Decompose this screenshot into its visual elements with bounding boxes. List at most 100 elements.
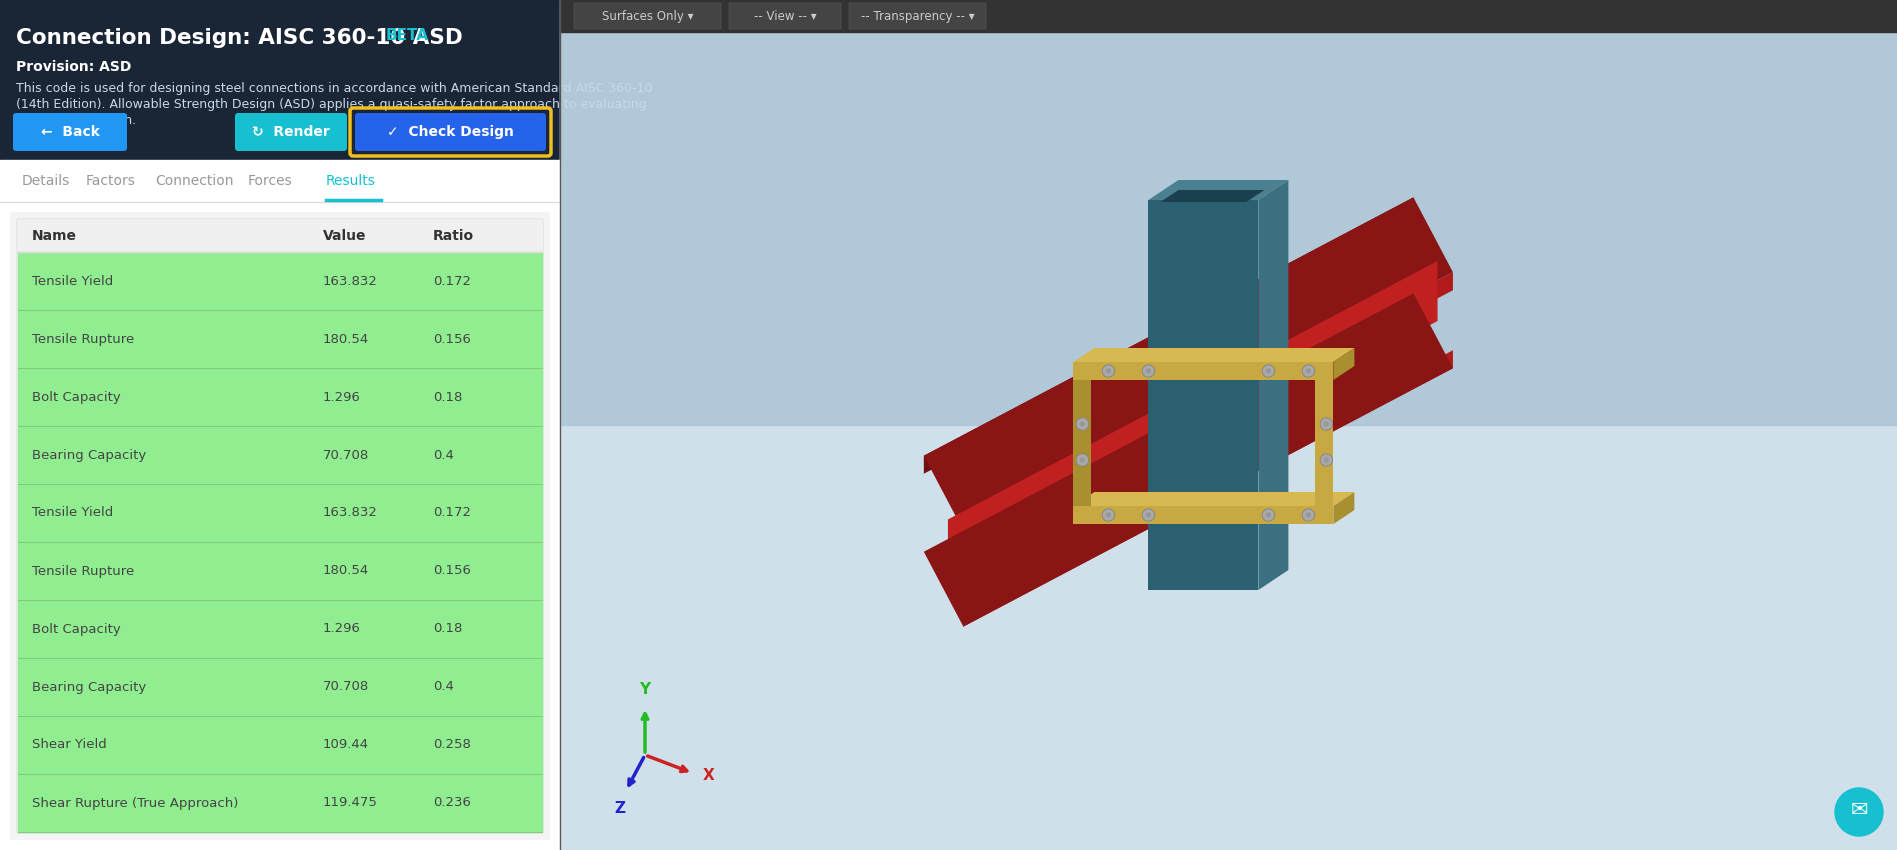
Text: ←  Back: ← Back [40, 125, 99, 139]
Polygon shape [1334, 492, 1354, 524]
Circle shape [1320, 418, 1332, 430]
Text: Tensile Yield: Tensile Yield [32, 275, 114, 287]
Bar [1074, 362, 1334, 380]
Circle shape [1834, 788, 1884, 836]
Text: Y: Y [639, 682, 651, 697]
Circle shape [1307, 513, 1311, 517]
Text: Bolt Capacity: Bolt Capacity [32, 390, 121, 404]
Text: 1.296: 1.296 [322, 390, 360, 404]
Text: Shear Rupture (True Approach): Shear Rupture (True Approach) [32, 796, 239, 809]
Circle shape [1144, 366, 1153, 376]
Circle shape [1322, 419, 1332, 429]
FancyBboxPatch shape [355, 113, 546, 151]
Bar [17, 252, 543, 310]
Circle shape [1076, 454, 1089, 466]
Circle shape [1144, 510, 1153, 520]
Text: 0.172: 0.172 [433, 507, 470, 519]
Text: 0.4: 0.4 [433, 449, 453, 462]
Text: Provision: ASD: Provision: ASD [15, 60, 131, 74]
Circle shape [1104, 366, 1114, 376]
Circle shape [1303, 510, 1313, 520]
Bar [560, 0, 1897, 850]
Text: Surfaces Only ▾: Surfaces Only ▾ [601, 9, 692, 22]
FancyBboxPatch shape [235, 113, 347, 151]
Circle shape [1303, 509, 1315, 521]
Text: (14th Edition). Allowable Strength Design (ASD) applies a quasi-safety factor ap: (14th Edition). Allowable Strength Desig… [15, 98, 647, 111]
Text: Bolt Capacity: Bolt Capacity [32, 622, 121, 636]
Circle shape [1320, 454, 1332, 466]
Text: 0.172: 0.172 [433, 275, 470, 287]
Text: 109.44: 109.44 [322, 739, 370, 751]
Circle shape [1267, 369, 1271, 373]
Text: -- View -- ▾: -- View -- ▾ [753, 9, 816, 22]
Text: 70.708: 70.708 [322, 449, 370, 462]
Text: ✉: ✉ [1850, 800, 1869, 820]
Circle shape [1262, 365, 1275, 377]
Bar [17, 600, 543, 658]
Text: Details: Details [23, 174, 70, 188]
Bar [17, 774, 543, 832]
FancyBboxPatch shape [13, 113, 127, 151]
Circle shape [1106, 369, 1110, 373]
Polygon shape [1334, 348, 1354, 380]
Bar [17, 658, 543, 716]
Text: BETA: BETA [385, 28, 429, 43]
Text: allowable strength.: allowable strength. [15, 114, 137, 127]
Text: ↻  Render: ↻ Render [252, 125, 330, 139]
Text: -- Transparency -- ▾: -- Transparency -- ▾ [861, 9, 975, 22]
Bar [17, 484, 543, 542]
Text: 119.475: 119.475 [322, 796, 378, 809]
Circle shape [1263, 366, 1273, 376]
FancyBboxPatch shape [575, 3, 721, 29]
Text: Name: Name [32, 229, 78, 243]
Circle shape [1142, 365, 1155, 377]
Text: ✓  Check Design: ✓ Check Design [387, 125, 514, 139]
Text: X: X [704, 768, 715, 783]
Circle shape [1263, 510, 1273, 520]
Text: 1.296: 1.296 [322, 622, 360, 636]
Circle shape [1081, 458, 1085, 462]
FancyBboxPatch shape [850, 3, 986, 29]
Text: Ratio: Ratio [433, 229, 474, 243]
Text: Factors: Factors [85, 174, 137, 188]
Circle shape [1077, 419, 1087, 429]
Circle shape [1303, 365, 1315, 377]
Text: Connection Design: AISC 360-10 ASD: Connection Design: AISC 360-10 ASD [15, 28, 463, 48]
Text: 180.54: 180.54 [322, 332, 370, 345]
Circle shape [1324, 422, 1328, 426]
Circle shape [1102, 365, 1114, 377]
Text: 0.236: 0.236 [433, 796, 470, 809]
Text: Connection: Connection [156, 174, 233, 188]
Text: Tensile Rupture: Tensile Rupture [32, 564, 135, 577]
Circle shape [1322, 455, 1332, 465]
Bar [17, 716, 543, 774]
Bar [17, 220, 543, 252]
Text: Shear Yield: Shear Yield [32, 739, 106, 751]
Circle shape [1104, 510, 1114, 520]
Polygon shape [1148, 180, 1288, 200]
Text: 163.832: 163.832 [322, 275, 378, 287]
Text: 163.832: 163.832 [322, 507, 378, 519]
FancyBboxPatch shape [728, 3, 840, 29]
Bar [0, 160, 560, 850]
Text: 0.4: 0.4 [433, 681, 453, 694]
Text: Value: Value [322, 229, 366, 243]
Text: 0.18: 0.18 [433, 622, 463, 636]
Text: 0.156: 0.156 [433, 564, 470, 577]
Bar [17, 310, 543, 368]
Text: Tensile Yield: Tensile Yield [32, 507, 114, 519]
Polygon shape [924, 197, 1413, 473]
Circle shape [1102, 509, 1114, 521]
Circle shape [1146, 369, 1150, 373]
Polygon shape [1161, 190, 1265, 202]
Circle shape [1307, 369, 1311, 373]
Text: Results: Results [326, 174, 376, 188]
Bar [1148, 200, 1258, 590]
Text: Bearing Capacity: Bearing Capacity [32, 681, 146, 694]
Polygon shape [964, 272, 1453, 548]
Bar [0, 0, 560, 850]
FancyBboxPatch shape [9, 212, 550, 840]
Polygon shape [964, 350, 1453, 626]
Circle shape [1146, 513, 1150, 517]
Text: Forces: Forces [249, 174, 292, 188]
